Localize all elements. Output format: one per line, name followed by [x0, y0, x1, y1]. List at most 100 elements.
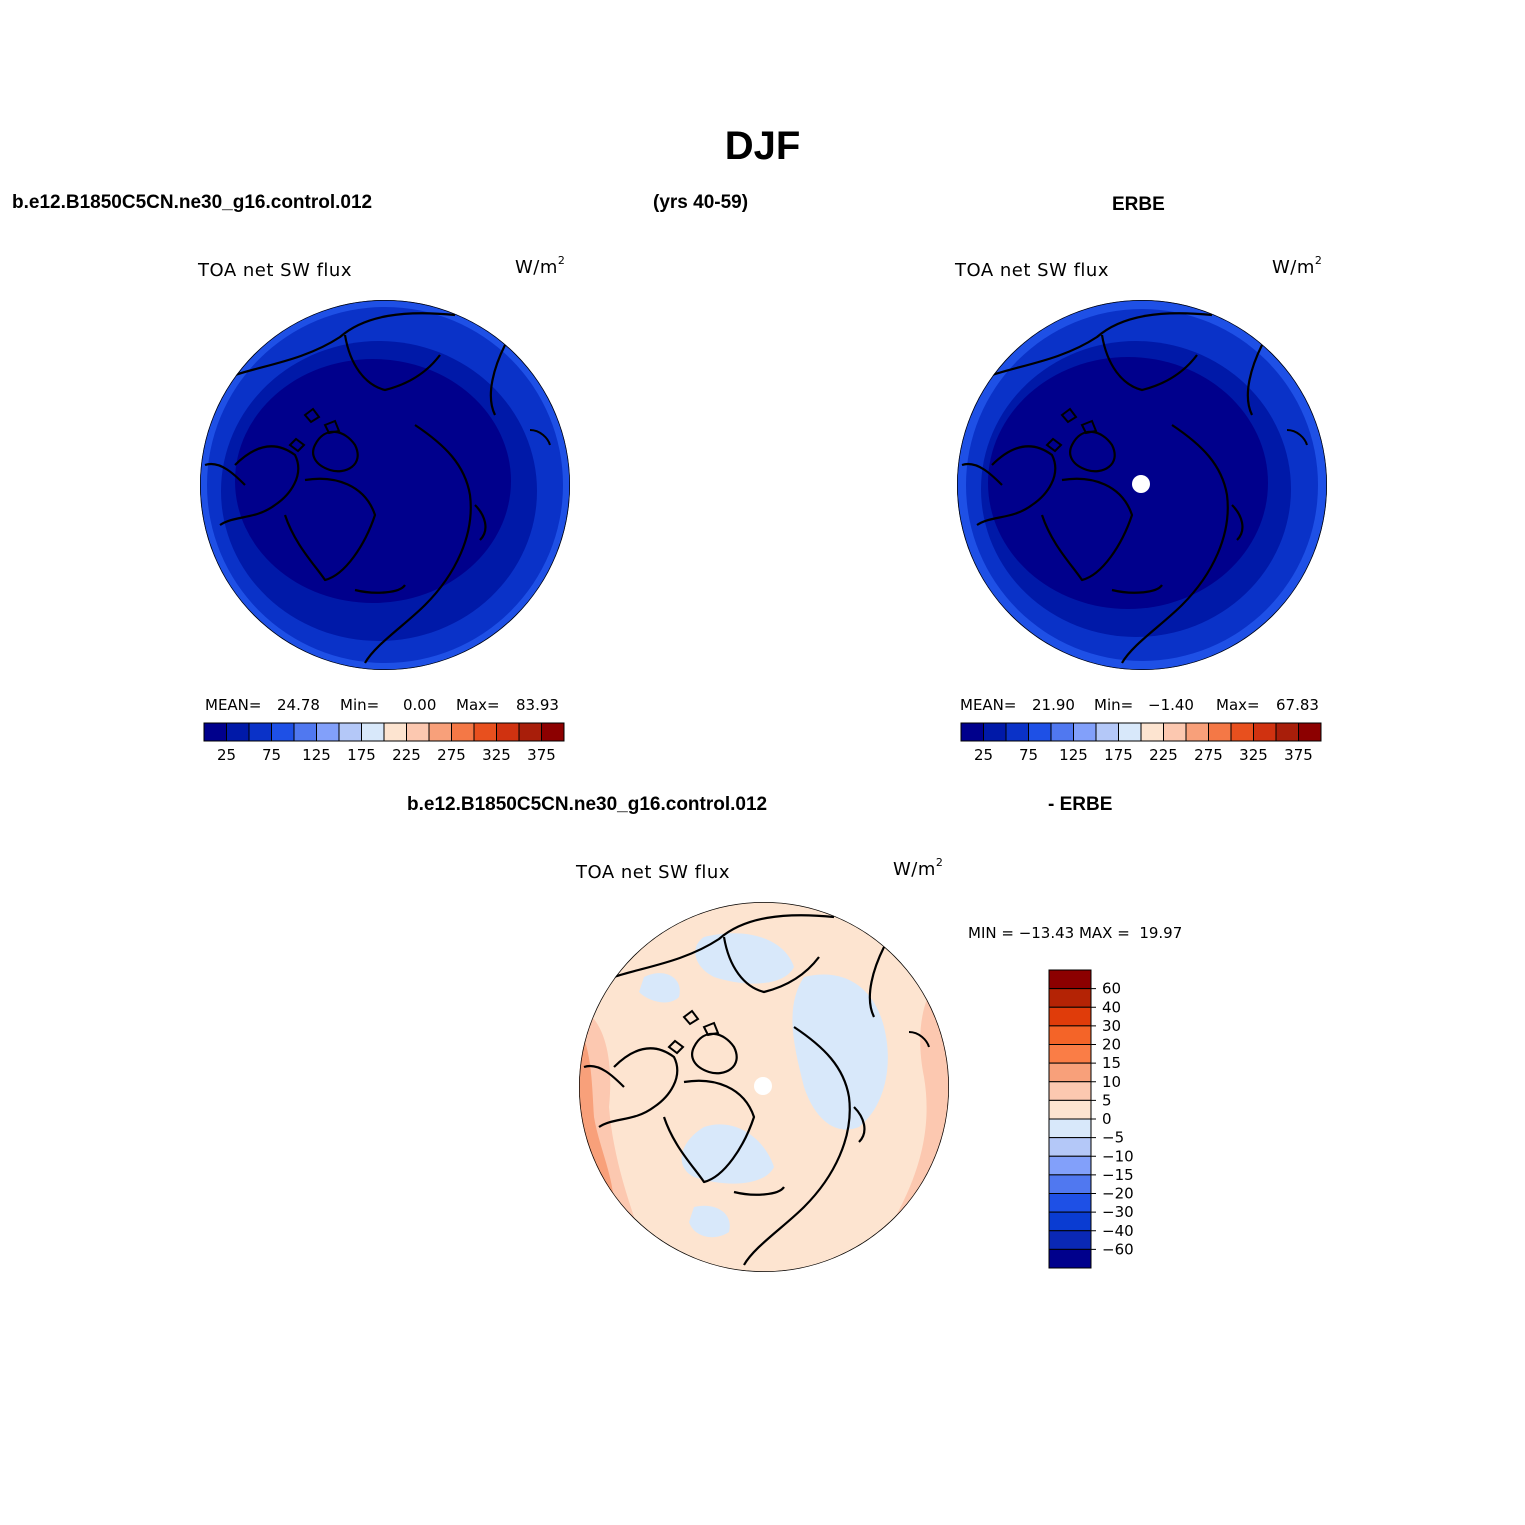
map-diff-blue-bottom: [689, 1205, 730, 1238]
panel2-min-value: −1.40: [1148, 696, 1194, 714]
colorbar-obs-swatch: [1005, 722, 1029, 742]
colorbar-model-tick-label: 25: [217, 746, 236, 764]
colorbar-model-swatch: [338, 722, 362, 742]
panel2-mean-label: MEAN=: [960, 696, 1017, 714]
colorbar-model-tick-label: 325: [482, 746, 511, 764]
colorbar-model-tick-label: 375: [527, 746, 556, 764]
colorbar-model-swatch: [473, 722, 497, 742]
map-model-coastlines: [204, 312, 506, 664]
colorbar-model-swatch: [518, 722, 542, 742]
panel1-mean-value: 24.78: [277, 696, 320, 714]
colorbar-difference-tick-label: −30: [1102, 1203, 1134, 1221]
colorbar-obs-swatch: [960, 722, 984, 742]
colorbar-obs-tick-label: 175: [1104, 746, 1133, 764]
colorbar-model-swatch: [541, 722, 565, 742]
colorbar-obs-swatch: [1298, 722, 1322, 742]
colorbar-difference-tick-label: 5: [1102, 1091, 1112, 1109]
colorbar-difference-tick-label: −60: [1102, 1240, 1134, 1258]
map-diff-missing-pole: [754, 1077, 772, 1095]
figure-title: DJF: [724, 124, 801, 168]
panel1-units-label: W/m2: [515, 254, 566, 278]
colorbar-obs-tick-label: 275: [1194, 746, 1223, 764]
map-obs-center-band: [988, 357, 1268, 609]
panel2-mean-value: 21.90: [1032, 696, 1075, 714]
colorbar-obs-swatch: [1230, 722, 1254, 742]
panel1-max-label: Max=: [456, 696, 500, 714]
colorbar-difference-swatch: [1048, 1174, 1092, 1194]
colorbar-model-swatch: [271, 722, 295, 742]
colorbar-obs-swatch: [1140, 722, 1164, 742]
colorbar-obs-tick-label: 225: [1149, 746, 1178, 764]
colorbar-model-swatch: [383, 722, 407, 742]
map-obs-islands: [1045, 407, 1308, 453]
colorbar-difference-swatch: [1048, 1062, 1092, 1083]
colorbar-obs: 25 75 125 175 225 275 325 375: [960, 722, 1322, 764]
colorbar-model-tick-label: 75: [262, 746, 281, 764]
obs-name-header: ERBE: [1112, 194, 1165, 215]
colorbar-model-tick-label: 275: [437, 746, 466, 764]
colorbar-difference-swatch: [1048, 988, 1092, 1008]
colorbar-difference-swatch: [1048, 1099, 1092, 1120]
panel2-units-label: W/m2: [1272, 254, 1323, 278]
map-obs-coastlines: [961, 312, 1263, 664]
panel1-min-label: Min=: [340, 696, 380, 714]
colorbar-obs-tick-label: 125: [1059, 746, 1088, 764]
colorbar-model-swatch: [248, 722, 272, 742]
colorbar-model-swatch: [293, 722, 317, 742]
map-diff-blue-center: [681, 1124, 774, 1184]
colorbar-obs-swatch: [1095, 722, 1119, 742]
colorbar-difference-tick-label: 20: [1102, 1036, 1121, 1054]
colorbar-obs-swatch: [983, 722, 1007, 742]
colorbar-obs-tick-label: 75: [1019, 746, 1038, 764]
colorbar-model-swatch: [496, 722, 520, 742]
colorbar-difference-tick-label: −40: [1102, 1222, 1134, 1240]
map-diff-blue-right: [792, 974, 888, 1130]
panel2-variable-label: TOA net SW flux: [955, 260, 1109, 281]
colorbar-difference-swatch: [1048, 1211, 1092, 1232]
colorbar-obs-swatch: [1050, 722, 1074, 742]
colorbar-difference-swatch: [1048, 1044, 1092, 1064]
panel2-max-value: 67.83: [1276, 696, 1319, 714]
map-diff-coastlines: [583, 914, 885, 1266]
colorbar-difference-swatch: [1048, 1248, 1092, 1269]
colorbar-difference-swatch: [1048, 1137, 1092, 1157]
colorbar-difference-swatch: [1048, 1155, 1092, 1176]
colorbar-difference-swatch: [1048, 1081, 1092, 1101]
colorbar-model-swatch: [406, 722, 430, 742]
map-obs: [957, 300, 1327, 670]
colorbar-difference-swatch: [1048, 1193, 1092, 1213]
colorbar-model-swatch: [226, 722, 250, 742]
diff-obs-header: - ERBE: [1048, 794, 1113, 815]
colorbar-model-swatch: [361, 722, 385, 742]
colorbar-obs-swatch: [1253, 722, 1277, 742]
map-model-islands: [288, 407, 551, 453]
map-obs-missing-pole: [1132, 475, 1150, 493]
colorbar-difference-swatch: [1048, 969, 1092, 990]
case-name-header: b.e12.B1850C5CN.ne30_g16.control.012: [12, 192, 373, 213]
panel1-mean-label: MEAN=: [205, 696, 262, 714]
colorbar-obs-tick-label: 25: [974, 746, 993, 764]
map-difference: [579, 902, 949, 1272]
map-diff-blue-top: [695, 933, 794, 984]
map-model: [200, 300, 570, 670]
colorbar-difference-tick-label: 60: [1102, 980, 1121, 998]
colorbar-obs-swatch: [1163, 722, 1187, 742]
colorbar-model-tick-label: 225: [392, 746, 421, 764]
colorbar-difference-tick-label: −10: [1102, 1147, 1134, 1165]
colorbar-difference-tick-label: 30: [1102, 1017, 1121, 1035]
map-diff-islands: [667, 1009, 930, 1055]
diff-case-header: b.e12.B1850C5CN.ne30_g16.control.012: [407, 794, 768, 815]
panel2-max-label: Max=: [1216, 696, 1260, 714]
map-model-center-band: [235, 359, 511, 603]
colorbar-obs-swatch: [1028, 722, 1052, 742]
panel3-variable-label: TOA net SW flux: [576, 862, 730, 883]
colorbar-obs-swatch: [1208, 722, 1232, 742]
colorbar-difference-tick-label: 15: [1102, 1054, 1121, 1072]
panel1-variable-label: TOA net SW flux: [198, 260, 352, 281]
colorbar-model-swatch: [428, 722, 452, 742]
colorbar-difference-tick-label: −20: [1102, 1185, 1134, 1203]
colorbar-difference-tick-label: −5: [1102, 1129, 1124, 1147]
colorbar-model: 25 75 125 175 225 275 325 375: [203, 722, 565, 764]
colorbar-model-swatch: [203, 722, 227, 742]
